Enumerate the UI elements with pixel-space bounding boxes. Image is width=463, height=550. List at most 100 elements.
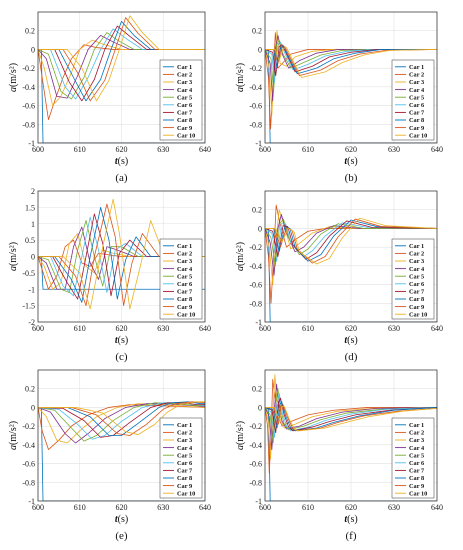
- legend-label: Car 6: [409, 281, 424, 288]
- legend-label: Car 2: [409, 72, 424, 79]
- axes-frame: [264, 369, 438, 502]
- x-tick-label: 610: [74, 503, 86, 512]
- x-tick-label: 620: [116, 145, 128, 154]
- legend-label: Car 7: [409, 110, 424, 117]
- y-tick-label: 0: [258, 45, 262, 54]
- x-tick-label: 600: [32, 145, 44, 154]
- legend-label: Car 1: [177, 64, 192, 71]
- x-tick-label: 600: [32, 324, 44, 333]
- x-tick-label: 610: [302, 145, 314, 154]
- x-tick-label: 600: [32, 503, 44, 512]
- y-tick-label: 2: [31, 187, 35, 196]
- panel-caption: (b): [345, 172, 358, 184]
- legend-label: Car 7: [177, 110, 192, 117]
- x-tick-label: 620: [345, 324, 357, 333]
- legend-label: Car 9: [177, 483, 192, 490]
- panel-caption: (f): [346, 530, 357, 542]
- y-tick-label: -0.4: [22, 441, 35, 450]
- series-line-8: [265, 45, 437, 75]
- legend-label: Car 4: [409, 87, 425, 94]
- legend-label: Car 5: [409, 452, 424, 459]
- series-line-9: [265, 46, 437, 77]
- x-tick-label: 640: [431, 503, 443, 512]
- legend-label: Car 6: [177, 281, 192, 288]
- series-group: [265, 204, 437, 322]
- legend-label: Car 9: [177, 125, 192, 132]
- series-line-9: [265, 404, 437, 432]
- legend-label: Car 2: [177, 251, 192, 258]
- legend-label: Car 3: [177, 258, 192, 265]
- legend-label: Car 3: [409, 437, 424, 444]
- legend-box: [391, 238, 435, 320]
- series-line-10: [265, 47, 437, 78]
- legend-label: Car 7: [409, 468, 424, 475]
- x-tick-label: 620: [345, 503, 357, 512]
- x-axis-label: t(s): [344, 335, 357, 346]
- legend-label: Car 6: [409, 460, 424, 467]
- y-tick-label: -1: [28, 139, 35, 148]
- series-line-8: [38, 206, 205, 303]
- y-tick-label: -0.2: [22, 64, 35, 73]
- series-line-4: [265, 383, 437, 450]
- y-axis-label: a(m/s²): [8, 63, 19, 92]
- y-tick-label: 1: [31, 220, 35, 229]
- x-tick-label: 620: [116, 503, 128, 512]
- y-tick-label: -0.4: [249, 83, 262, 92]
- legend-label: Car 10: [177, 132, 195, 139]
- legend-label: Car 4: [409, 266, 425, 273]
- x-tick-label: 640: [199, 324, 211, 333]
- y-axis-label: a(m/s²): [8, 242, 19, 271]
- series-line-5: [38, 220, 205, 293]
- series-line-7: [265, 44, 437, 77]
- y-tick-label: -0.2: [249, 243, 262, 252]
- legend-box: [391, 59, 435, 141]
- x-tick-label: 630: [388, 145, 400, 154]
- series-line-3: [265, 209, 437, 285]
- y-tick-label: -0.6: [249, 102, 262, 111]
- y-tick-label: 0.5: [25, 236, 35, 245]
- y-tick-label: -0.6: [22, 460, 35, 469]
- legend-label: Car 2: [177, 72, 192, 79]
- y-tick-label: 0.2: [252, 385, 262, 394]
- series-line-4: [265, 34, 437, 102]
- y-tick-label: -1: [255, 318, 262, 327]
- x-tick-label: 630: [157, 503, 169, 512]
- legend-label: Car 1: [177, 422, 192, 429]
- series-group: [265, 30, 437, 143]
- y-tick-label: -0.8: [22, 478, 35, 487]
- legend-label: Car 9: [409, 483, 424, 490]
- y-axis-label: a(m/s²): [235, 242, 246, 271]
- legend-label: Car 3: [409, 79, 424, 86]
- legend-label: Car 4: [409, 445, 425, 452]
- series-group: [38, 198, 205, 310]
- y-tick-label: 0: [31, 403, 35, 412]
- y-tick-label: -0.6: [22, 102, 35, 111]
- legend-label: Car 8: [177, 296, 192, 303]
- y-tick-label: -1: [255, 497, 262, 506]
- y-tick-label: -1: [28, 497, 35, 506]
- x-tick-label: 620: [116, 324, 128, 333]
- chart-panel-4: 600 610 620 630 640 -1 -0.8 -0.6 -0.4 -0.2 0 0.2 t(s…: [235, 190, 443, 363]
- series-line-8: [265, 401, 437, 432]
- axes-frame: [37, 369, 206, 502]
- x-tick-label: 630: [388, 503, 400, 512]
- series-line-9: [38, 401, 205, 436]
- y-tick-label: -0.8: [249, 478, 262, 487]
- x-tick-label: 630: [157, 324, 169, 333]
- series-line-6: [265, 41, 437, 83]
- legend-label: Car 5: [177, 273, 192, 280]
- x-tick-label: 630: [157, 145, 169, 154]
- y-tick-label: -0.2: [22, 422, 35, 431]
- y-tick-label: -0.2: [249, 64, 262, 73]
- legend-label: Car 10: [177, 490, 195, 497]
- y-tick-label: -0.6: [249, 460, 262, 469]
- chart-panel-2: 600 610 620 630 640 -1 -0.8 -0.6 -0.4 -0.2 0 0.2 t(s…: [235, 11, 443, 184]
- x-axis-label: t(s): [115, 514, 128, 525]
